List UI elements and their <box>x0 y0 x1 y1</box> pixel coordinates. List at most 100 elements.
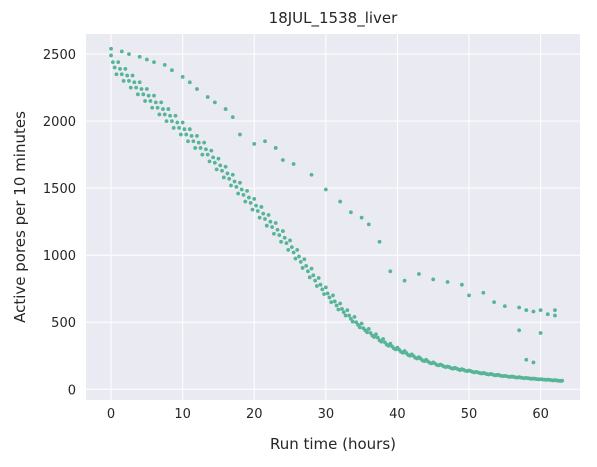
data-point <box>451 366 455 371</box>
data-point <box>327 295 332 300</box>
data-point <box>332 299 337 304</box>
data-point <box>119 49 124 54</box>
data-point <box>275 227 280 232</box>
data-point <box>189 133 194 138</box>
data-point <box>377 239 382 244</box>
x-tick-label: 0 <box>107 407 115 422</box>
data-point <box>205 95 210 99</box>
data-point <box>173 113 178 118</box>
data-point <box>168 113 173 118</box>
data-point <box>241 192 246 197</box>
data-point <box>125 73 130 78</box>
y-tick-label: 1000 <box>43 249 76 264</box>
data-point <box>121 79 126 83</box>
data-point <box>248 201 253 205</box>
data-point <box>325 291 330 296</box>
data-point <box>286 247 291 252</box>
data-point <box>481 290 486 295</box>
data-point <box>155 105 160 110</box>
data-point <box>123 66 128 71</box>
data-point <box>524 357 529 362</box>
data-point <box>502 304 507 309</box>
data-point <box>177 125 181 130</box>
data-point <box>279 239 283 244</box>
x-tick-label: 10 <box>174 407 191 422</box>
data-point <box>347 313 352 318</box>
data-point <box>130 73 135 78</box>
data-point <box>322 292 326 296</box>
data-point <box>112 65 117 70</box>
data-point <box>336 307 341 312</box>
data-point <box>257 215 262 220</box>
data-point <box>266 213 271 217</box>
data-point <box>354 320 359 325</box>
data-point <box>293 256 298 261</box>
data-point <box>229 183 233 188</box>
data-point <box>214 167 219 172</box>
y-tick-label: 500 <box>51 316 76 331</box>
data-point <box>143 99 147 103</box>
data-point <box>180 120 185 125</box>
data-point <box>341 310 346 315</box>
data-point <box>273 221 278 225</box>
data-point <box>180 75 185 79</box>
y-tick-label: 0 <box>68 383 76 398</box>
x-tick-labels: 0 10 20 30 40 50 60 <box>107 407 549 422</box>
data-point <box>472 370 477 375</box>
data-point <box>109 46 113 51</box>
data-point <box>280 229 285 233</box>
data-point <box>288 238 292 243</box>
data-point <box>110 60 115 65</box>
data-point <box>531 309 536 314</box>
data-point <box>238 132 242 137</box>
data-point <box>236 191 241 196</box>
data-point <box>250 207 255 212</box>
data-point <box>402 278 407 283</box>
data-point <box>144 57 149 62</box>
data-point <box>152 60 156 65</box>
data-points <box>109 46 564 383</box>
data-point <box>329 300 334 305</box>
data-point <box>161 107 165 111</box>
data-point <box>205 152 210 157</box>
data-point <box>372 335 377 339</box>
x-tick-label: 20 <box>246 407 263 422</box>
data-point <box>343 313 348 318</box>
data-point <box>238 180 242 185</box>
data-point <box>277 233 282 238</box>
data-point <box>334 303 339 308</box>
data-point <box>323 285 328 290</box>
data-point <box>536 377 541 382</box>
data-point <box>522 376 527 381</box>
data-point <box>270 225 275 229</box>
data-point <box>200 152 205 157</box>
data-point <box>144 87 149 91</box>
data-point <box>429 361 434 366</box>
data-point <box>368 331 373 335</box>
data-point <box>300 266 305 270</box>
data-point <box>436 363 441 368</box>
x-tick-label: 50 <box>461 407 478 422</box>
data-point <box>408 353 412 358</box>
data-point <box>254 203 258 208</box>
data-point <box>314 284 319 288</box>
data-point <box>349 316 353 321</box>
data-point <box>375 335 380 340</box>
data-point <box>492 300 496 305</box>
data-point <box>137 54 142 59</box>
data-point <box>538 308 543 313</box>
data-point <box>544 377 548 382</box>
data-point <box>127 52 131 57</box>
data-point <box>243 199 248 204</box>
data-point <box>198 146 203 150</box>
data-point <box>366 222 371 227</box>
data-point <box>465 369 470 374</box>
data-point <box>357 325 362 330</box>
data-point <box>230 115 235 120</box>
data-point <box>366 327 371 331</box>
data-point <box>338 199 343 204</box>
data-point <box>186 139 190 144</box>
data-point <box>268 219 273 224</box>
data-point <box>153 100 158 105</box>
data-point <box>302 257 307 262</box>
